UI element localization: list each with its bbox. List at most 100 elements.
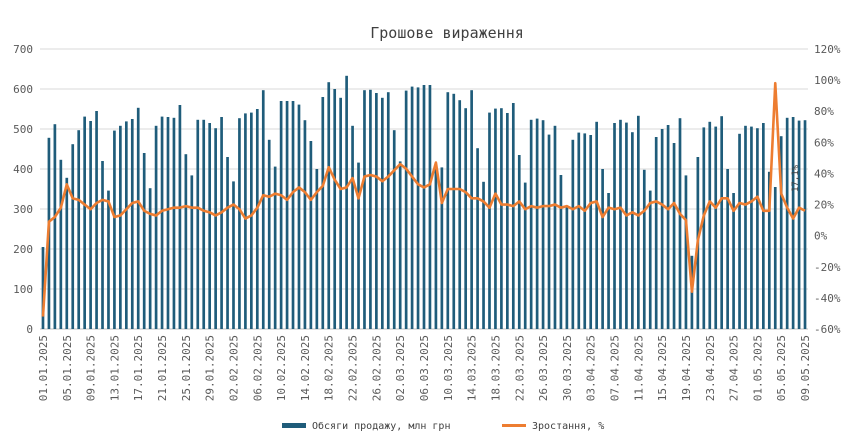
bar	[369, 89, 372, 329]
bar	[410, 86, 414, 329]
x-tick-label: 15.04.2025	[656, 335, 669, 401]
legend-line-swatch	[502, 424, 526, 427]
bar	[559, 175, 563, 329]
x-tick-label: 18.02.2025	[323, 335, 336, 401]
bar	[684, 175, 688, 329]
legend-label-sales: Обсяги продажу, млн грн	[312, 420, 450, 432]
left-tick-label: 700	[13, 43, 33, 56]
bar	[65, 177, 69, 329]
bar	[511, 103, 515, 329]
bar	[59, 159, 63, 329]
bar	[565, 206, 569, 329]
x-tick-label: 29.01.2025	[204, 335, 217, 401]
bar	[750, 126, 753, 329]
bar	[363, 90, 366, 329]
bar	[327, 82, 331, 329]
bar	[130, 119, 134, 329]
x-tick-label: 09.01.2025	[85, 335, 98, 401]
right-tick-label: 100%	[814, 74, 841, 87]
left-axis-ticks: 0 100 200 300 400 500 600 700	[13, 43, 33, 336]
bar	[672, 143, 676, 329]
bar	[631, 132, 634, 329]
x-tick-label: 01.05.2025	[751, 335, 764, 401]
x-tick-label: 02.03.2025	[394, 335, 407, 401]
bar	[255, 109, 259, 329]
x-tick-label: 10.03.2025	[442, 335, 455, 401]
x-tick-label: 18.03.2025	[489, 335, 502, 401]
bar	[506, 113, 509, 329]
bar	[315, 169, 319, 329]
bar	[172, 117, 176, 329]
bar	[458, 100, 462, 329]
bar	[101, 161, 104, 329]
bar	[607, 193, 610, 329]
bar	[386, 92, 390, 329]
bar	[535, 118, 539, 329]
bar	[351, 125, 354, 329]
bar	[654, 137, 658, 329]
x-tick-label: 26.03.2025	[537, 335, 550, 401]
right-tick-label: -40%	[814, 292, 841, 305]
bar	[494, 108, 497, 329]
bar	[178, 105, 182, 329]
right-tick-label: 80%	[814, 105, 834, 118]
bar	[785, 117, 789, 329]
bar	[440, 167, 444, 329]
bar	[625, 122, 628, 329]
bar	[71, 144, 75, 329]
bar	[119, 125, 122, 329]
bar	[666, 125, 670, 329]
left-tick-label: 0	[26, 323, 33, 336]
line-series	[41, 81, 806, 317]
bar	[464, 108, 468, 329]
bar	[446, 92, 450, 329]
x-tick-label: 11.04.2025	[632, 335, 645, 401]
bar	[756, 128, 759, 329]
bar	[434, 169, 438, 329]
x-tick-label: 14.03.2025	[466, 335, 479, 401]
bar	[113, 130, 116, 329]
bar	[779, 136, 783, 329]
bar	[619, 119, 622, 329]
x-tick-label: 10.02.2025	[275, 335, 288, 401]
bar	[220, 117, 223, 329]
x-tick-label: 23.04.2025	[704, 335, 717, 401]
bar	[184, 154, 188, 329]
x-tick-label: 27.04.2025	[728, 335, 741, 401]
bar	[660, 129, 664, 329]
bar	[541, 120, 545, 329]
data-label-annotation: 17,1%	[791, 164, 801, 192]
bar	[267, 139, 271, 329]
bar	[642, 169, 646, 329]
bar	[95, 111, 98, 329]
bar	[261, 90, 265, 329]
bar	[238, 118, 241, 329]
bar	[41, 247, 45, 329]
bar	[136, 107, 140, 329]
bar	[208, 123, 212, 329]
bar	[190, 175, 194, 329]
left-tick-label: 400	[13, 163, 33, 176]
bar	[202, 119, 206, 329]
left-tick-label: 200	[13, 243, 33, 256]
bar	[726, 169, 729, 329]
bar	[279, 101, 283, 329]
bar	[517, 155, 521, 329]
right-axis-ticks: -60% -40% -20% 0% 20% 40% 60% 80% 100% 120%	[814, 43, 841, 336]
x-tick-label: 22.03.2025	[513, 335, 526, 401]
bar	[160, 116, 164, 329]
bar	[250, 112, 253, 329]
bar	[422, 85, 426, 329]
bar	[678, 118, 682, 329]
x-tick-label: 07.04.2025	[609, 335, 622, 401]
bar	[148, 188, 152, 329]
bar	[452, 93, 456, 329]
bar	[803, 120, 807, 329]
x-tick-label: 30.03.2025	[561, 335, 574, 401]
bar	[214, 128, 217, 329]
bar	[380, 97, 384, 329]
bar	[488, 112, 491, 329]
legend: Обсяги продажу, млн грн Зростання, %	[282, 420, 604, 432]
x-tick-label: 14.02.2025	[299, 335, 312, 401]
